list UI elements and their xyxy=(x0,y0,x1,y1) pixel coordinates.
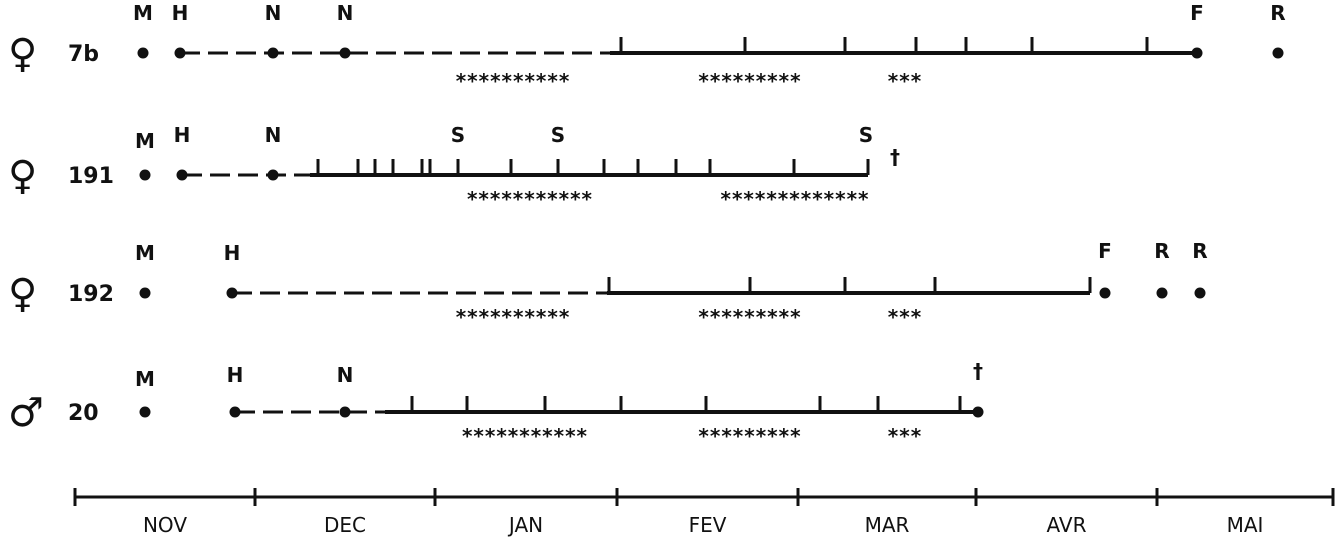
sex-symbol: ♀ xyxy=(8,271,37,317)
event-label: R xyxy=(1192,239,1207,263)
event-label: N xyxy=(265,1,282,25)
month-label: FEV xyxy=(689,513,727,537)
stars: ************* xyxy=(721,187,870,211)
event-dot xyxy=(137,47,149,59)
month-label: DEC xyxy=(324,513,366,537)
event-label: H xyxy=(172,1,189,25)
stars: *********** xyxy=(467,187,593,211)
event-label: M xyxy=(135,241,155,265)
event-dot xyxy=(1272,47,1284,59)
sex-symbol: ♀ xyxy=(8,31,37,77)
event-dot xyxy=(1191,47,1203,59)
month-label: MAI xyxy=(1227,513,1264,537)
stars: ********* xyxy=(698,424,801,448)
event-label: N xyxy=(337,363,354,387)
event-dot xyxy=(972,406,984,418)
stars: ********** xyxy=(456,305,571,329)
event-dot xyxy=(1194,287,1206,299)
row-id: 192 xyxy=(68,282,114,307)
stars: ********** xyxy=(456,69,571,93)
event-label: H xyxy=(227,363,244,387)
event-label: † xyxy=(973,359,983,383)
event-label: F xyxy=(1190,1,1204,25)
event-label: M xyxy=(135,129,155,153)
event-dot xyxy=(139,287,151,299)
event-label: S xyxy=(551,123,565,147)
month-label: JAN xyxy=(507,513,543,537)
event-dot xyxy=(339,47,351,59)
row-id: 191 xyxy=(68,164,114,189)
event-label: R xyxy=(1154,239,1169,263)
event-label: N xyxy=(265,123,282,147)
event-label: F xyxy=(1098,239,1112,263)
event-dot xyxy=(267,47,279,59)
event-dot xyxy=(1156,287,1168,299)
stars: *** xyxy=(888,305,922,329)
stars: *** xyxy=(888,424,922,448)
event-label: N xyxy=(337,1,354,25)
row-id: 7b xyxy=(68,42,99,67)
event-label: R xyxy=(1270,1,1285,25)
event-dot xyxy=(267,169,279,181)
event-label: H xyxy=(174,123,191,147)
event-label: S xyxy=(859,123,873,147)
event-dot xyxy=(226,287,238,299)
event-dot xyxy=(1099,287,1111,299)
event-dot xyxy=(139,406,151,418)
month-label: MAR xyxy=(865,513,910,537)
event-dot xyxy=(174,47,186,59)
row-id: 20 xyxy=(68,401,99,426)
month-label: NOV xyxy=(143,513,187,537)
event-dot xyxy=(176,169,188,181)
stars: *** xyxy=(888,69,922,93)
event-dot xyxy=(339,406,351,418)
stars: ********* xyxy=(698,305,801,329)
event-label: † xyxy=(890,145,900,169)
event-label: S xyxy=(451,123,465,147)
stars: *********** xyxy=(462,424,588,448)
event-dot xyxy=(229,406,241,418)
month-label: AVR xyxy=(1047,513,1087,537)
event-dot xyxy=(139,169,151,181)
event-label: H xyxy=(224,241,241,265)
sex-symbol: ♀ xyxy=(8,153,37,199)
event-label: M xyxy=(133,1,153,25)
sex-symbol: ♂ xyxy=(8,390,44,436)
event-label: M xyxy=(135,367,155,391)
stars: ********* xyxy=(698,69,801,93)
